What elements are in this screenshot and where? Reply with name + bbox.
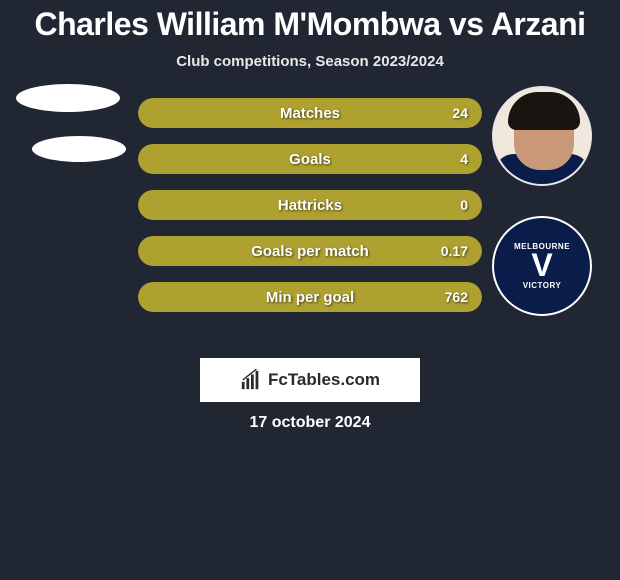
avatar-placeholder-ellipse [16, 84, 120, 112]
club-name-bottom: VICTORY [523, 281, 562, 290]
stat-bar-label: Goals [138, 144, 482, 174]
stat-bar-value-right: 762 [445, 282, 468, 312]
fctables-watermark: FcTables.com [200, 358, 420, 402]
stat-bar: Hattricks0 [138, 190, 482, 220]
stat-bar-value-right: 4 [460, 144, 468, 174]
stat-bar: Min per goal762 [138, 282, 482, 312]
club-badge: MELBOURNE V VICTORY [492, 216, 592, 316]
stat-bar-value-right: 24 [452, 98, 468, 128]
stats-bars: Matches24 Goals4 Hattricks0 Goals per match… [138, 98, 482, 328]
subtitle: Club competitions, Season 2023/2024 [0, 53, 620, 70]
stat-bar: Goals per match0.17 [138, 236, 482, 266]
stat-bar-label: Hattricks [138, 190, 482, 220]
stat-bar-label: Min per goal [138, 282, 482, 312]
stat-bar: Goals4 [138, 144, 482, 174]
stat-bar-value-right: 0.17 [441, 236, 468, 266]
page-title: Charles William M'Mombwa vs Arzani [0, 0, 620, 43]
stat-bar-value-right: 0 [460, 190, 468, 220]
avatar-placeholder-ellipse [32, 136, 126, 162]
stat-bar-label: Goals per match [138, 236, 482, 266]
avatar-hair [508, 92, 580, 130]
right-player-avatars: MELBOURNE V VICTORY [492, 86, 592, 316]
stat-bar-label: Matches [138, 98, 482, 128]
date-footer: 17 october 2024 [0, 414, 620, 432]
player-avatar [492, 86, 592, 186]
club-v-icon: V [531, 253, 552, 279]
fctables-label: FcTables.com [268, 370, 380, 390]
stat-bar: Matches24 [138, 98, 482, 128]
fctables-logo-icon [240, 369, 262, 391]
